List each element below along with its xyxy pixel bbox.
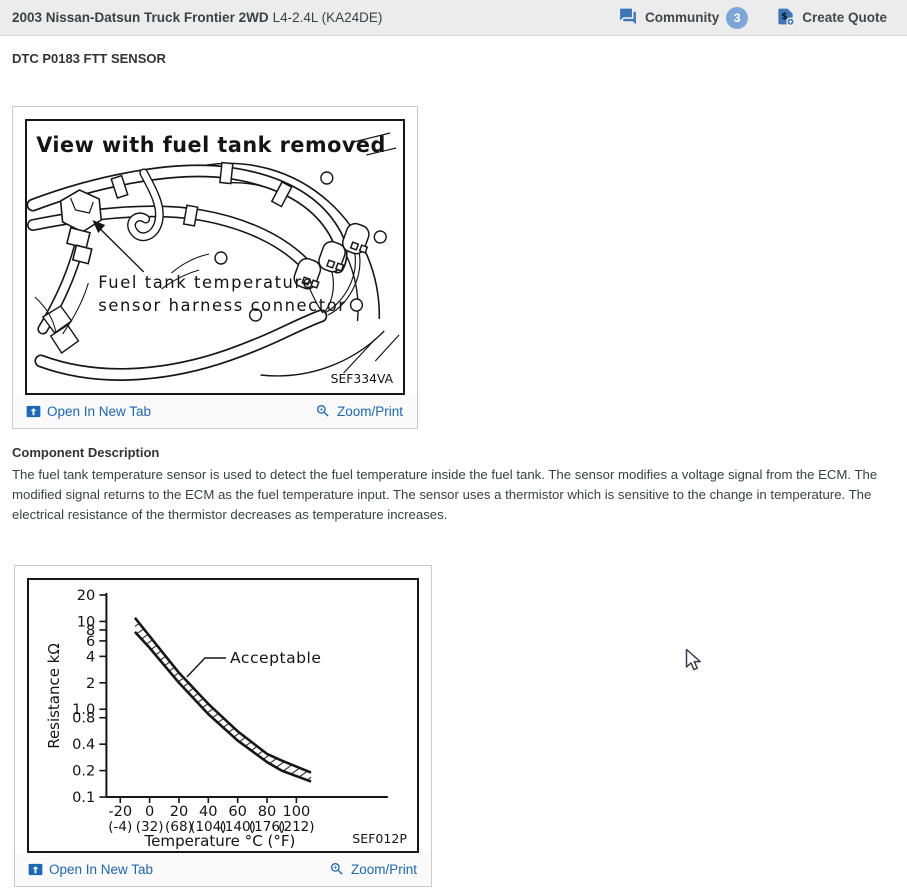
figure1-zoom-print-link[interactable]: Zoom/Print [315,403,403,419]
svg-text:0.8: 0.8 [72,711,95,727]
svg-text:(140): (140) [219,819,255,835]
article-body: DTC P0183 FTT SENSOR [0,51,907,887]
bolt-holes [214,171,387,322]
svg-text:Acceptable: Acceptable [230,649,321,667]
open-in-new-tab-icon [28,862,43,877]
fuel-tank-figure: View with fuel tank removed Fuel tank te… [25,119,405,395]
hose-clamps [110,161,293,227]
vehicle-header: 2003 Nissan-Datsun Truck Frontier 2WD L4-… [0,0,907,36]
figure1-links: Open In New Tab Zoom/Print [13,395,417,428]
svg-text:10: 10 [77,614,96,630]
figure-card-resistance-chart: 20 10 8 6 4 2 1.0 0.8 0.4 0.2 0.1 -20 (-4) 0 (32) 20 (68… [14,565,432,887]
resistance-chart-svg: 201086421.00.80.40.20.1-20(-4)0(32)20(68… [45,588,407,850]
pump-connectors [293,222,370,290]
forum-icon [618,7,638,29]
zoom-in-icon [315,403,331,419]
svg-text:(176): (176) [249,819,285,835]
svg-text:100: 100 [282,804,310,820]
svg-text:(212): (212) [278,819,314,835]
bottom-left-clamps [41,305,80,354]
figure2-links: Open In New Tab Zoom/Print [15,853,431,886]
svg-text:1.0: 1.0 [72,702,95,718]
svg-text:0: 0 [145,804,154,820]
misc-lines [34,253,210,335]
svg-text:6: 6 [86,634,95,650]
svg-text:4: 4 [86,649,95,665]
component-description-heading: Component Description [12,445,160,460]
figure-card-fuel-tank-diagram: View with fuel tank removed Fuel tank te… [12,106,418,429]
svg-text:40: 40 [199,804,218,820]
create-quote-button[interactable]: $ Create Quote [776,6,887,30]
svg-text:20: 20 [170,804,189,820]
community-count-badge: 3 [726,6,749,29]
connector-label-line2: sensor harness connector [98,296,346,315]
component-description-text: The fuel tank temperature sensor is used… [12,467,878,522]
fuel-tank-diagram-svg: View with fuel tank removed Fuel tank te… [27,132,400,386]
svg-text:$: $ [781,12,787,22]
svg-text:0.4: 0.4 [72,737,95,753]
vehicle-title: 2003 Nissan-Datsun Truck Frontier 2WD L4-… [12,10,382,25]
connector-leader-arrow [92,220,145,273]
ftt-sensor-connector [59,189,103,265]
zoom-in-icon [329,861,345,877]
svg-text:0.1: 0.1 [72,790,95,806]
svg-text:-20: -20 [108,804,132,820]
pump-wires [308,248,361,316]
figure1-open-label: Open In New Tab [47,403,152,419]
figure2-open-in-new-tab-link[interactable]: Open In New Tab [28,862,153,877]
figure2-zoom-print-link[interactable]: Zoom/Print [329,861,417,877]
vehicle-title-main: 2003 Nissan-Datsun Truck Frontier 2WD [12,10,269,25]
chart-plot-area: 201086421.00.80.40.20.1-20(-4)0(32)20(68… [45,588,388,850]
svg-text:20: 20 [77,588,96,604]
svg-text:0.2: 0.2 [72,764,95,780]
svg-text:60: 60 [228,804,247,820]
figure2-ref-code: SEF012P [352,831,407,846]
figure1-title: View with fuel tank removed [36,133,386,157]
resistance-chart-wrap: 20 10 8 6 4 2 1.0 0.8 0.4 0.2 0.1 -20 (-4) 0 (32) 20 (68… [15,566,431,853]
community-button[interactable]: Community 3 [618,6,749,29]
figure1-ref-code: SEF334VA [331,371,394,386]
svg-text:Resistance kΩ: Resistance kΩ [45,643,63,749]
fuel-tank-figure-wrap: View with fuel tank removed Fuel tank te… [13,107,417,395]
open-in-new-tab-icon [26,404,41,419]
svg-text:8: 8 [86,623,95,639]
svg-text:Temperature °C (°F): Temperature °C (°F) [144,832,296,850]
svg-text:(-4): (-4) [108,819,132,835]
dtc-heading: DTC P0183 FTT SENSOR [12,51,166,66]
svg-text:80: 80 [258,804,277,820]
community-label: Community [644,10,720,25]
svg-text:(68): (68) [165,819,193,835]
figure1-open-in-new-tab-link[interactable]: Open In New Tab [26,404,151,419]
create-quote-label: Create Quote [802,10,887,25]
header-actions: Community 3 $ Create Quote [618,6,887,30]
svg-text:(32): (32) [136,819,164,835]
svg-text:(104): (104) [190,819,226,835]
connector-label-line1: Fuel tank temperature [98,273,314,292]
quote-dollar-icon: $ [776,6,795,30]
figure2-open-label: Open In New Tab [49,861,154,877]
resistance-chart-figure: 20 10 8 6 4 2 1.0 0.8 0.4 0.2 0.1 -20 (-4) 0 (32) 20 (68… [27,578,419,853]
svg-text:2: 2 [86,676,95,692]
figure1-zoom-label: Zoom/Print [336,403,403,419]
vehicle-title-engine: L4-2.4L (KA24DE) [272,10,383,25]
figure2-zoom-label: Zoom/Print [350,861,417,877]
